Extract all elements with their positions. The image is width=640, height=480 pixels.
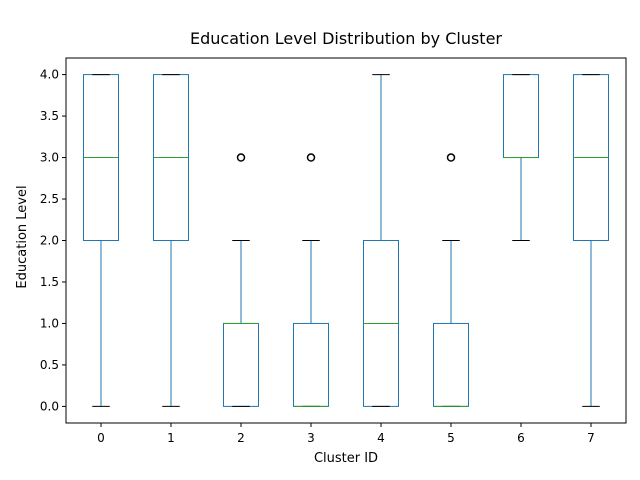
x-tick-label: 3	[307, 431, 315, 445]
box-group-cluster-6	[503, 74, 539, 241]
outlier-point	[306, 153, 316, 162]
chart-title: Education Level Distribution by Cluster	[190, 29, 502, 48]
x-tick-label: 2	[237, 431, 245, 445]
y-tick-label: 1.0	[40, 316, 59, 330]
box-group-cluster-4	[363, 74, 399, 407]
box-group-cluster-5	[433, 153, 469, 407]
x-tick-label: 7	[587, 431, 595, 445]
box-group-cluster-3	[293, 153, 329, 407]
plot-layer: 0.0 0.5 1.0 1.5 2.0 2.5 3.0 3.5 4.0 0 1 2 3 4 5 6 7	[40, 57, 627, 445]
y-axis-label: Education Level	[15, 185, 30, 288]
outlier-point	[236, 153, 246, 162]
box-group-cluster-0	[83, 74, 119, 407]
y-tick-label: 0.0	[40, 399, 59, 413]
y-tick-label: 0.5	[40, 358, 59, 372]
x-tick-label: 5	[447, 431, 455, 445]
x-tick-label: 0	[97, 431, 105, 445]
outlier-point	[446, 153, 456, 162]
y-tick-label: 4.0	[40, 68, 59, 82]
x-tick-label: 6	[517, 431, 525, 445]
y-tick-label: 3.5	[40, 109, 59, 123]
y-tick-label: 2.0	[40, 234, 59, 248]
x-axis-label: Cluster ID	[314, 451, 378, 466]
box-group-cluster-2	[223, 153, 259, 407]
y-tick-label: 2.5	[40, 192, 59, 206]
x-tick-label: 1	[167, 431, 175, 445]
x-tick-label: 4	[377, 431, 385, 445]
y-tick-label: 3.0	[40, 151, 59, 165]
box-group-cluster-7	[573, 74, 609, 407]
y-tick-label: 1.5	[40, 275, 59, 289]
box-group-cluster-1	[153, 74, 189, 407]
